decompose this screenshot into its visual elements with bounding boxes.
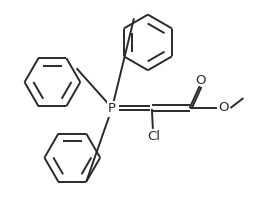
Text: O: O — [218, 102, 229, 114]
Text: O: O — [195, 74, 206, 87]
Text: Cl: Cl — [147, 130, 160, 143]
Text: P: P — [108, 103, 116, 116]
